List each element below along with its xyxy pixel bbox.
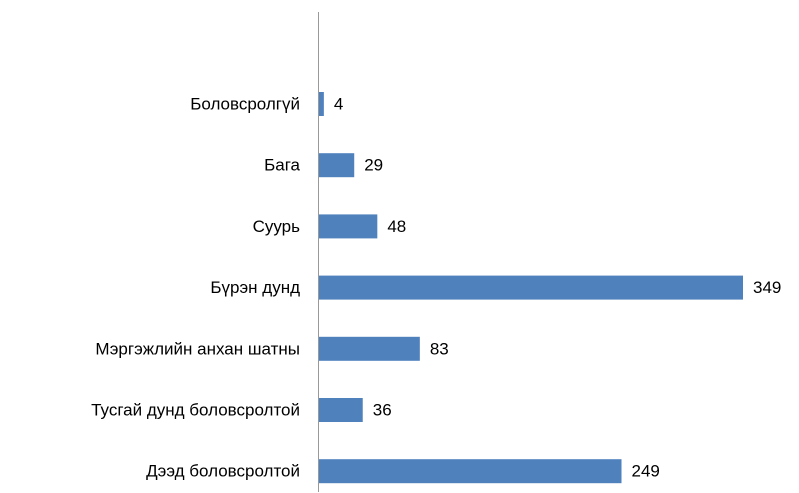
- y-tick-label: Дээд боловсролтой: [146, 462, 300, 481]
- data-label: 36: [373, 400, 392, 419]
- data-label: 48: [387, 217, 406, 236]
- bar: [319, 92, 324, 116]
- bar: [319, 459, 622, 484]
- data-label: 29: [364, 156, 383, 175]
- bar: [319, 398, 363, 422]
- bar: [319, 153, 355, 178]
- y-tick-label: Боловсролгүй: [190, 94, 300, 113]
- y-tick-label: Тусгай дунд боловсролтой: [91, 400, 300, 419]
- y-tick-label: Мэргэжлийн анхан шатны: [95, 339, 300, 358]
- y-tick-label: Бүрэн дунд: [210, 278, 300, 297]
- y-tick-label: Бага: [264, 156, 300, 175]
- y-tick-label: Суурь: [253, 217, 301, 236]
- data-label: 4: [334, 94, 343, 113]
- bar: [319, 336, 420, 361]
- data-label: 349: [753, 278, 781, 297]
- bar: [319, 275, 743, 300]
- data-label: 249: [632, 462, 660, 481]
- bar: [319, 214, 378, 239]
- data-label: 83: [430, 339, 449, 358]
